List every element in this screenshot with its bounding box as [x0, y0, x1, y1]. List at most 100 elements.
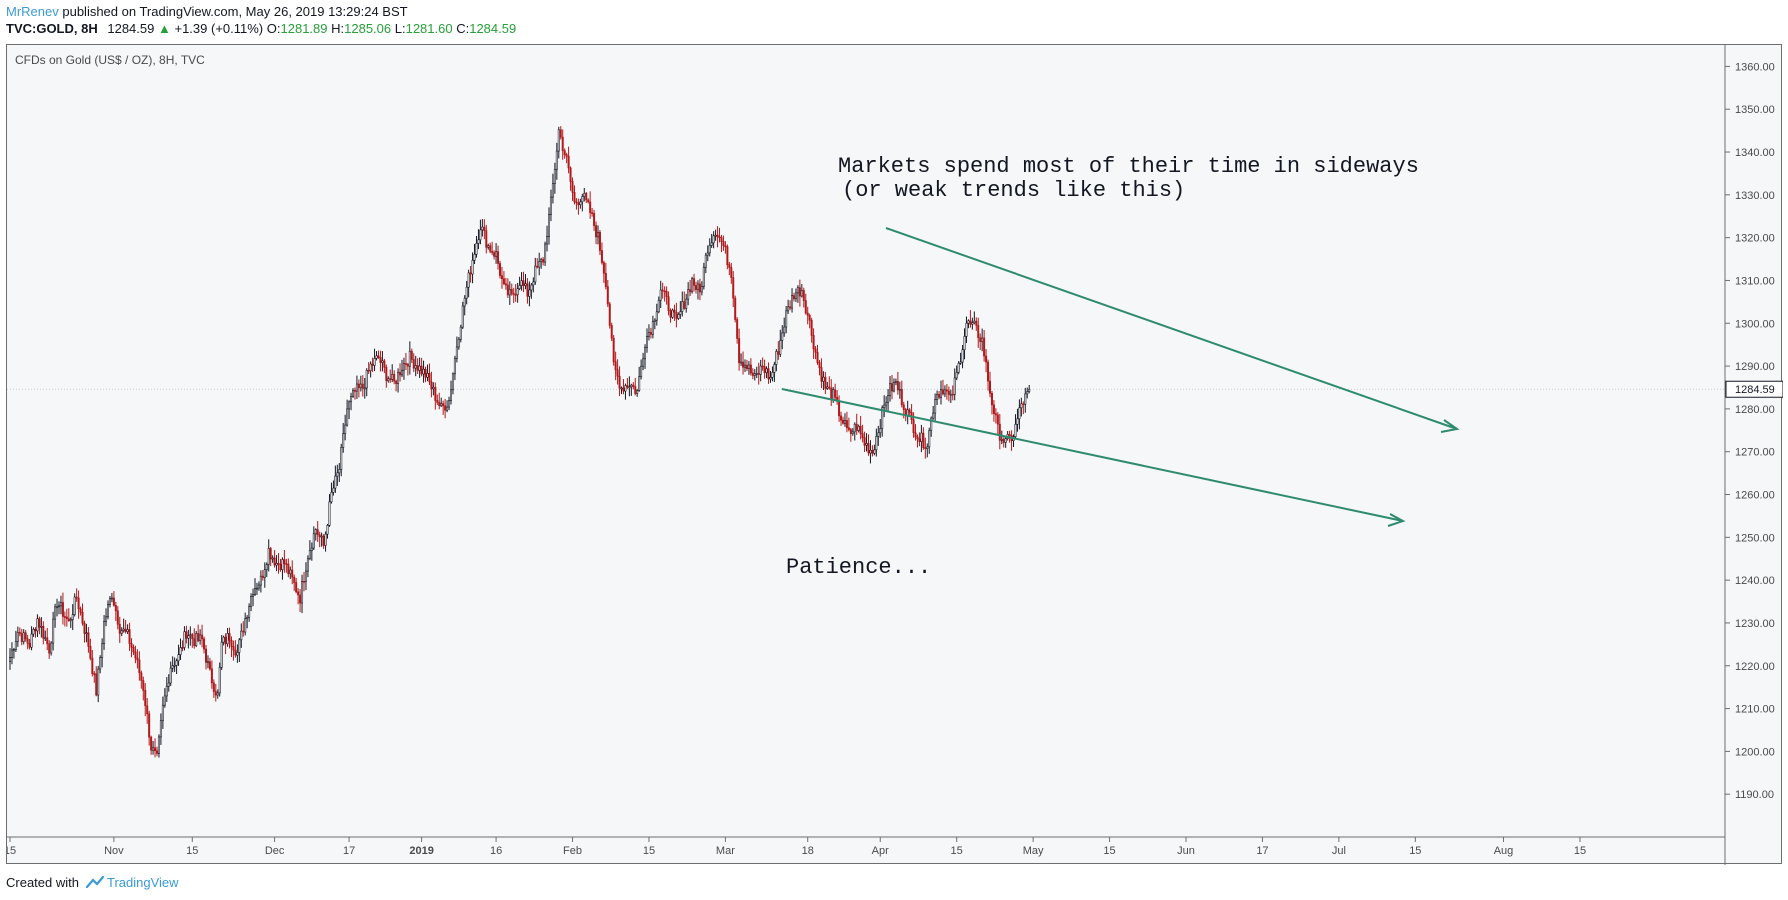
candle-down	[116, 610, 119, 625]
candle-up	[103, 621, 106, 644]
candle-up	[105, 616, 108, 622]
candle-up	[400, 369, 403, 376]
candles-group	[8, 126, 1031, 758]
chart-title: CFDs on Gold (US$ / OZ), 8H, TVC	[15, 53, 205, 67]
candle-up	[238, 639, 241, 653]
candle-up	[320, 535, 323, 538]
candle-down	[661, 289, 664, 292]
candle-up	[700, 286, 703, 293]
candle-down	[399, 371, 402, 376]
candle-down	[442, 403, 445, 407]
candle-up	[30, 633, 33, 648]
time-tick-label: Aug	[1494, 845, 1514, 857]
candle-up	[967, 320, 970, 324]
tradingview-brand-link[interactable]: TradingView	[107, 875, 179, 890]
candle-up	[455, 346, 458, 359]
candle-up	[301, 581, 304, 604]
candle-down	[436, 400, 439, 403]
candle-down	[698, 283, 701, 293]
candle-down	[608, 303, 611, 326]
candle-up	[642, 358, 645, 367]
candle-up	[387, 378, 390, 382]
candle-up	[220, 641, 223, 668]
candle-down	[181, 647, 184, 649]
author-link[interactable]: MrRenev	[6, 4, 59, 19]
candle-down	[299, 594, 302, 604]
candle-down	[371, 363, 374, 366]
candle-down	[728, 264, 731, 268]
candle-down	[922, 432, 925, 448]
candle-down	[818, 362, 821, 368]
price-tick-label: 1240.00	[1735, 575, 1775, 587]
candle-up	[449, 389, 452, 401]
candle-down	[430, 381, 433, 390]
candle-up	[743, 364, 746, 368]
candle-down	[506, 284, 509, 296]
candle-up	[755, 373, 758, 375]
candle-down	[567, 155, 570, 169]
candle-up	[534, 265, 537, 283]
open-label: O:	[266, 21, 281, 36]
time-tick-label: Apr	[872, 845, 889, 857]
lower-trendline	[781, 388, 1404, 522]
candle-up	[877, 432, 880, 437]
candle-down	[834, 389, 837, 398]
chart-frame[interactable]: CFDs on Gold (US$ / OZ), 8H, TVC 1190.00…	[6, 44, 1783, 865]
candle-up	[1018, 407, 1021, 420]
candle-down	[404, 363, 407, 365]
candle-up	[342, 433, 345, 448]
candle-up	[110, 597, 113, 600]
candle-up	[889, 383, 892, 396]
candle-up	[538, 261, 541, 268]
candle-down	[269, 548, 272, 560]
candle-down	[824, 376, 827, 389]
candle-up	[414, 365, 417, 369]
candle-down	[693, 278, 696, 286]
candle-up	[961, 349, 964, 363]
time-tick-label: 15	[1409, 845, 1421, 857]
time-axis[interactable]: 15 Nov 15 Dec 17 2019 16 Feb 15 Mar 18 Apr 15 May 15 Ju…	[7, 837, 1586, 857]
candle-down	[136, 657, 139, 661]
candle-down	[990, 393, 993, 406]
candle-down	[634, 386, 637, 394]
candle-up	[653, 319, 656, 322]
candle-down	[626, 385, 629, 388]
candle-down	[498, 263, 501, 276]
candle-down	[616, 369, 619, 377]
candle-down	[814, 348, 817, 353]
candle-up	[647, 332, 650, 337]
candle-down	[816, 351, 819, 363]
candle-down	[916, 436, 919, 440]
candle-up	[920, 432, 923, 442]
candle-up	[939, 389, 942, 398]
published-text: published on TradingView.com, May 26, 20…	[58, 4, 408, 19]
candle-down	[569, 167, 572, 182]
candle-down	[87, 632, 90, 647]
candle-down	[683, 301, 686, 309]
candle-up	[152, 747, 155, 751]
candle-down	[118, 623, 121, 634]
price-tick-label: 1290.00	[1735, 361, 1775, 373]
candle-up	[479, 229, 482, 241]
candle-up	[275, 563, 278, 566]
candle-down	[859, 425, 862, 434]
candle-up	[894, 381, 897, 383]
candle-down	[716, 234, 719, 237]
candle-up	[630, 384, 633, 388]
candle-up	[885, 402, 888, 406]
price-chart[interactable]: CFDs on Gold (US$ / OZ), 8H, TVC 1190.00…	[7, 45, 1783, 865]
candle-up	[324, 533, 327, 546]
candle-down	[830, 387, 833, 400]
candle-up	[930, 417, 933, 431]
time-tick-label: 15	[186, 845, 198, 857]
price-axis[interactable]: 1190.00 1200.00 1210.00 1220.00 1230.00 1240.…	[1725, 61, 1775, 801]
candle-down	[985, 355, 988, 363]
candle-up	[775, 351, 778, 365]
candle-up	[459, 326, 462, 340]
candle-up	[596, 232, 599, 238]
candle-up	[252, 594, 255, 597]
candle-down	[802, 290, 805, 301]
candle-down	[992, 404, 995, 414]
candle-up	[679, 311, 682, 315]
candle-down	[406, 364, 409, 367]
